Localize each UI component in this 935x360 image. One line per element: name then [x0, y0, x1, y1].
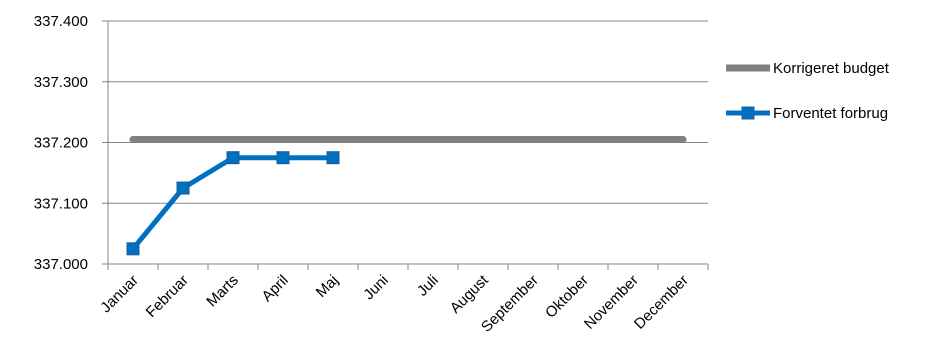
x-tick-label: Januar	[97, 272, 141, 316]
x-tick-label: August	[447, 271, 493, 317]
data-point-marker	[326, 151, 340, 165]
x-tick-label: Oktober	[542, 272, 592, 322]
data-point-marker	[226, 151, 240, 165]
y-tick-label: 337.100	[34, 195, 88, 212]
x-tick-label: Maj	[313, 272, 342, 301]
legend-label: Korrigeret budget	[773, 60, 890, 77]
y-tick-label: 337.300	[34, 74, 88, 91]
legend: Korrigeret budget Forventet forbrug	[726, 60, 890, 122]
x-tick-label: Juli	[414, 272, 442, 300]
series-lines	[126, 136, 687, 256]
data-point-marker	[276, 151, 290, 165]
y-axis-ticks: 337.000 337.100 337.200 337.300 337.400	[34, 13, 88, 273]
data-point-marker	[126, 242, 140, 256]
axes	[102, 20, 709, 270]
legend-marker	[741, 106, 755, 120]
x-tick-label: Juni	[360, 272, 391, 303]
x-tick-label: December	[631, 272, 692, 333]
x-tick-label: Februar	[143, 272, 192, 321]
gridlines	[108, 20, 708, 204]
x-axis-ticks: Januar Februar Marts April Maj Juni Juli August…	[97, 271, 691, 335]
y-tick-label: 337.200	[34, 135, 88, 152]
legend-label: Forventet forbrug	[773, 105, 888, 122]
data-point-marker	[176, 181, 190, 195]
x-tick-label: Marts	[203, 272, 242, 311]
y-tick-label: 337.400	[34, 13, 88, 30]
x-tick-label: April	[259, 272, 292, 305]
y-tick-label: 337.000	[34, 256, 88, 273]
